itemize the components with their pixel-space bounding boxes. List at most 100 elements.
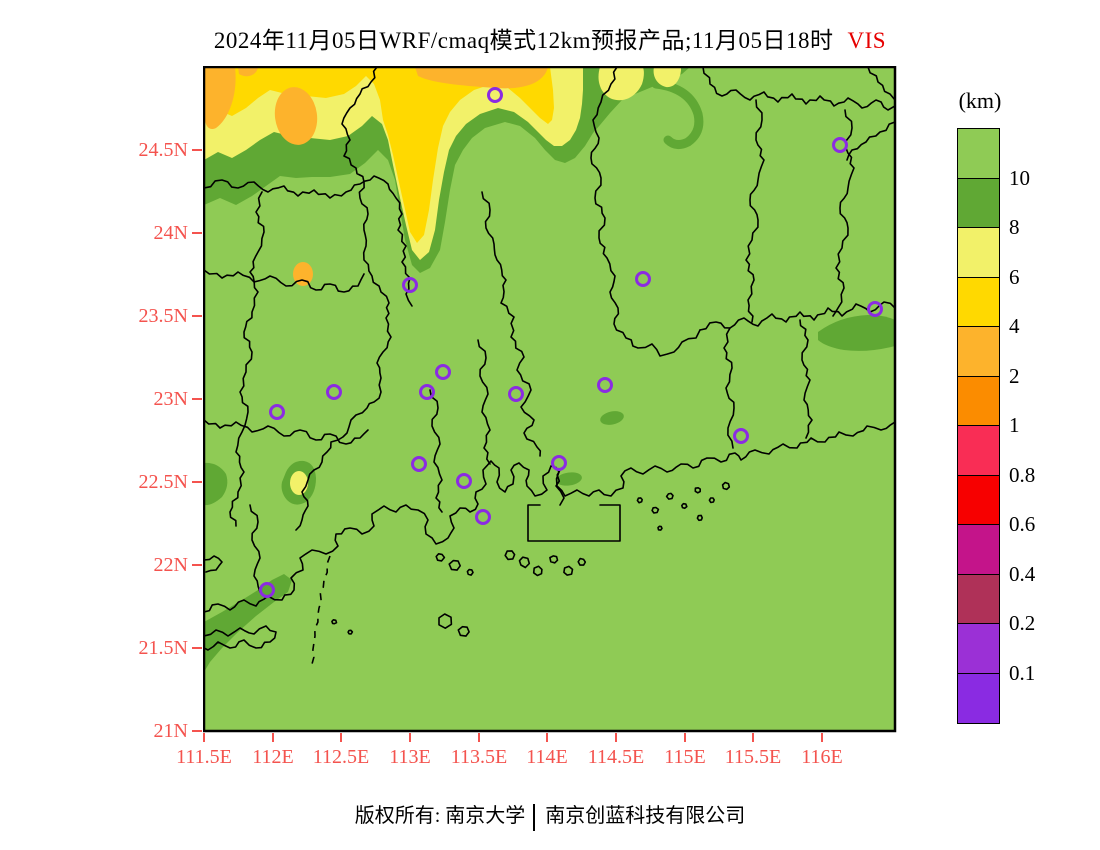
colorbar-unit-label: (km) [958, 88, 1002, 113]
colorbar-cell [958, 673, 999, 723]
boundary-line [723, 327, 735, 449]
copyright-owner: 版权所有: 南京大学 [354, 805, 526, 827]
contour-orange-a [204, 67, 236, 130]
map-border [203, 66, 897, 733]
maritime-dashed-line [311, 555, 331, 665]
contour-orange-c [415, 67, 548, 89]
island-outline [438, 613, 453, 629]
hk-observation-box [527, 504, 621, 542]
colorbar-cell [958, 376, 999, 426]
colorbar-cell [958, 277, 999, 327]
colorbar-tick-label: 1 [1009, 413, 1020, 437]
island-outline [466, 568, 474, 576]
colorbar-tick-label: 10 [1009, 165, 1030, 190]
lat-axis-tick [192, 398, 202, 400]
lat-axis-tick [192, 481, 202, 483]
boundary-line [295, 67, 392, 531]
station-marker [487, 87, 503, 103]
island-outline [708, 497, 715, 504]
patch-8km-d1 [600, 411, 624, 425]
colorbar-tick-label: 0.1 [1009, 660, 1036, 685]
station-marker [456, 473, 472, 489]
colorbar-cell [958, 228, 999, 278]
station-marker [832, 137, 848, 153]
boundary-line [204, 175, 413, 307]
colorbar-tick-label: 4 [1009, 314, 1020, 338]
contour-lobe-6km-b [653, 67, 681, 88]
colorbar-cell [958, 475, 999, 525]
station-marker [419, 384, 435, 400]
lon-axis-label: 113.5E [450, 746, 508, 768]
colorbar-cell [958, 426, 999, 476]
lon-axis-tick [684, 733, 686, 742]
contour-orange-b [274, 87, 318, 145]
island-outline [347, 629, 354, 635]
station-marker [635, 271, 651, 287]
colorbar-tick-label: 0.8 [1009, 462, 1036, 487]
lon-axis-tick [821, 733, 823, 742]
island-outline [518, 556, 531, 569]
island-outline [532, 565, 543, 577]
lon-axis-label: 115.5E [724, 746, 782, 768]
lat-axis-label: 23N [153, 388, 188, 410]
patch-6km-core [290, 471, 308, 495]
lat-axis-tick [192, 149, 202, 151]
lon-axis-label: 112.5E [312, 746, 370, 768]
island-outline [457, 625, 470, 637]
colorbar-cell [958, 327, 999, 377]
boundary-line [590, 67, 701, 357]
station-marker [597, 377, 613, 393]
contour-orange-e [238, 67, 258, 77]
colorbar-tick-label: 8 [1009, 215, 1020, 239]
lat-axis-tick [192, 564, 202, 566]
boundary-line [477, 339, 491, 465]
patch-8km-east [818, 315, 895, 351]
colorbar-cell [958, 574, 999, 624]
station-marker [402, 277, 418, 293]
station-marker [435, 364, 451, 380]
colorbar-cell [958, 624, 999, 674]
boundary-line [702, 67, 895, 111]
boundary-line [204, 625, 277, 651]
island-outline [657, 525, 663, 531]
lat-axis-tick [192, 730, 202, 732]
boundary-line [699, 301, 895, 331]
patch-8km-d2 [556, 472, 582, 486]
copyright-footer: 版权所有: 南京大学 南京创蓝科技有限公司 [0, 799, 1100, 831]
island-outline [435, 553, 446, 562]
lon-axis-label: 114E [526, 746, 568, 768]
contour-hook-8km [651, 79, 704, 150]
station-marker [269, 404, 285, 420]
lon-axis-tick [478, 733, 480, 742]
island-outline [721, 481, 731, 491]
lat-axis-label: 22N [153, 554, 188, 576]
colorbar-cell [958, 178, 999, 228]
colorbar-tick-label: 0.6 [1009, 512, 1036, 536]
island-outline [549, 555, 559, 564]
lat-axis-label: 24N [153, 222, 188, 244]
colorbar-tick-label: 0.4 [1009, 561, 1036, 586]
boundary-line [799, 319, 813, 439]
station-marker [326, 384, 342, 400]
boundary-line [204, 269, 365, 293]
lat-axis-label: 21.5N [138, 637, 188, 659]
boundary-line [745, 99, 765, 323]
lat-axis-label: 23.5N [138, 305, 188, 327]
lat-axis-tick [192, 647, 202, 649]
lon-axis-tick [272, 733, 274, 742]
island-outline [331, 619, 338, 625]
boundary-line [204, 555, 223, 573]
lon-axis-label: 115E [664, 746, 706, 768]
colorbar-tick-label: 0.2 [1009, 611, 1036, 635]
boundary-line [555, 469, 565, 506]
lon-axis-tick [546, 733, 548, 742]
station-marker [411, 456, 427, 472]
vis-field-background [204, 67, 895, 731]
lat-axis-tick [192, 232, 202, 234]
station-markers [259, 87, 883, 598]
lon-axis-tick [409, 733, 411, 742]
boundary-line [229, 191, 265, 527]
island-outline [577, 557, 587, 566]
lon-axis-tick [203, 733, 205, 742]
island-outline [681, 502, 688, 510]
